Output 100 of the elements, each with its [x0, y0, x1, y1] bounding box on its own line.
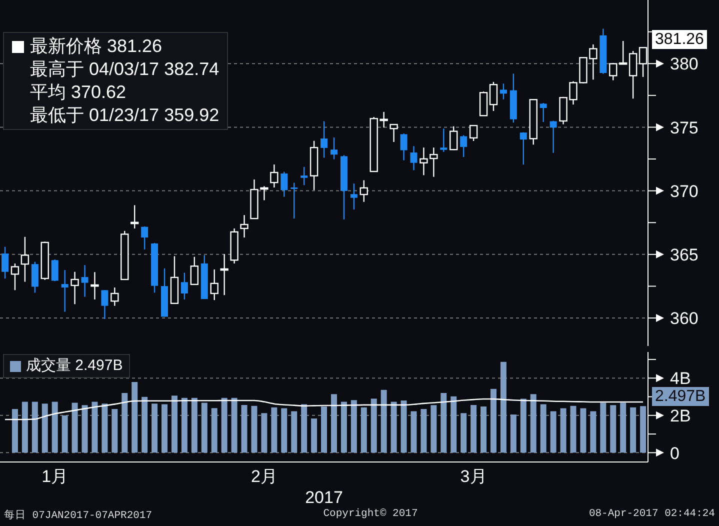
candlestick	[240, 214, 248, 238]
annotation: 最高于 04/03/17 382.74	[30, 58, 220, 81]
bar	[410, 411, 417, 453]
candlestick	[390, 124, 398, 143]
bar	[221, 398, 228, 453]
bar	[500, 362, 506, 453]
text: 2.497B	[652, 387, 709, 406]
bar	[570, 406, 576, 453]
candlestick	[2, 246, 8, 280]
candlestick	[270, 164, 278, 188]
bar	[142, 396, 148, 453]
bar	[600, 402, 606, 453]
bar	[390, 402, 397, 453]
bar	[520, 398, 526, 453]
candlestick	[290, 182, 298, 220]
x-tick-label: 1月	[42, 467, 68, 486]
bar	[112, 409, 118, 453]
bar	[490, 388, 496, 453]
candlestick	[220, 254, 228, 296]
bar	[92, 402, 98, 453]
bar	[640, 406, 646, 453]
bar	[480, 406, 487, 453]
bar	[630, 407, 636, 453]
annotation: 最新价格 381.26	[30, 35, 162, 58]
bar	[32, 402, 38, 453]
y-tick-label: 380	[670, 54, 698, 74]
bar	[82, 405, 88, 453]
candlestick	[180, 272, 188, 300]
candlestick	[469, 124, 478, 142]
bar	[132, 382, 138, 453]
y-tick-label: 375	[670, 118, 698, 138]
bar	[211, 408, 218, 453]
candlestick	[70, 271, 79, 305]
bar	[580, 408, 586, 453]
candlestick	[110, 286, 119, 306]
text: 每日 07JAN2017-07APR2017	[4, 508, 152, 522]
bar	[152, 404, 158, 453]
bar	[42, 404, 48, 453]
candlestick	[360, 180, 368, 202]
bar	[380, 390, 387, 453]
bar	[201, 402, 208, 453]
candlestick	[520, 132, 527, 166]
bar	[540, 404, 546, 453]
candlestick	[51, 258, 58, 282]
candlestick	[350, 182, 358, 210]
bar	[291, 411, 298, 453]
line-series	[4, 398, 644, 420]
bar	[400, 400, 407, 453]
bar	[52, 402, 58, 453]
candlestick	[61, 269, 68, 312]
bar	[560, 408, 566, 453]
y-tick-label: 0	[670, 444, 680, 463]
candlestick	[330, 136, 338, 160]
candlestick	[628, 50, 638, 100]
candlestick	[440, 128, 448, 152]
y-tick-label: 370	[670, 182, 698, 201]
bar	[440, 393, 447, 453]
bar	[550, 411, 556, 453]
bar	[281, 408, 288, 453]
bar	[450, 396, 457, 453]
bar	[590, 411, 596, 453]
bar	[301, 404, 308, 453]
bar	[510, 414, 516, 453]
candlestick	[500, 82, 507, 100]
text: 08-Apr-2017 02:44:24	[588, 508, 715, 522]
candlestick	[550, 120, 557, 154]
bar	[460, 413, 467, 453]
bar	[122, 393, 128, 453]
bar	[251, 406, 258, 453]
y-tick-label: 360	[670, 309, 698, 328]
candlestick	[400, 132, 408, 161]
text: 381.26	[652, 30, 707, 49]
y-tick-label: 365	[670, 246, 698, 265]
candlestick	[10, 262, 20, 291]
candlestick	[609, 62, 618, 81]
candlestick	[618, 40, 628, 65]
bar	[181, 398, 188, 453]
legend-label: 成交量 2.497B	[26, 356, 123, 376]
text: Copyright© 2017	[323, 508, 418, 522]
candlestick	[20, 236, 30, 282]
candlestick	[210, 268, 218, 301]
candlestick	[141, 226, 148, 250]
candlestick	[90, 271, 99, 300]
x-tick-label: 2月	[250, 467, 278, 486]
bar	[620, 402, 626, 453]
bar	[102, 404, 108, 453]
candlestick	[410, 146, 418, 171]
annotation: 最低于 01/23/17 359.92	[30, 104, 220, 127]
bar	[311, 418, 318, 453]
candlestick	[540, 102, 547, 123]
bar	[530, 394, 536, 453]
bar	[430, 405, 437, 453]
bar	[271, 407, 278, 453]
bar	[360, 407, 367, 453]
bar	[330, 394, 337, 453]
candlestick	[31, 261, 38, 294]
x-axis-title: 2017	[304, 488, 344, 508]
candlestick	[300, 166, 308, 186]
bar	[261, 413, 268, 453]
bar	[340, 402, 347, 453]
